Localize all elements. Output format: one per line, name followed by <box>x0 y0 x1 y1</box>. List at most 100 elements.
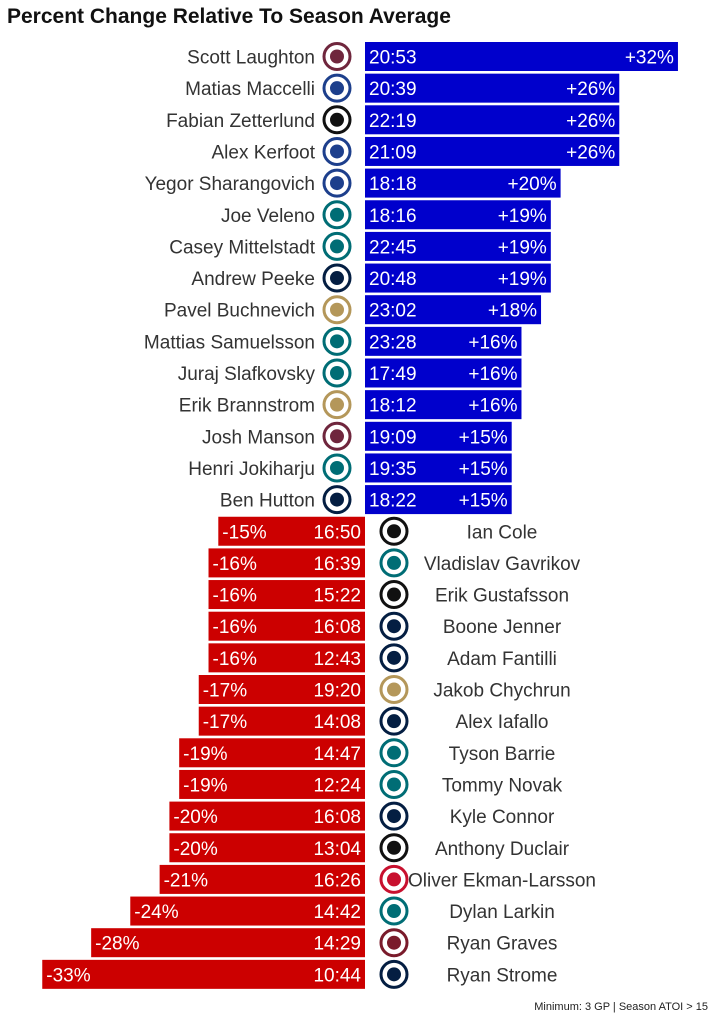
player-name: Alex Iafallo <box>456 712 549 733</box>
bar <box>130 896 365 926</box>
value-label: +19% <box>498 237 547 258</box>
blues-logo-mark <box>330 302 344 317</box>
bar <box>365 73 620 103</box>
toi-label: 18:12 <box>369 396 417 417</box>
value-label: -19% <box>183 775 227 796</box>
value-label: +18% <box>488 301 537 322</box>
player-name: Kyle Connor <box>450 807 555 828</box>
value-label: +15% <box>459 491 508 512</box>
bar <box>208 611 365 641</box>
bar <box>365 295 542 325</box>
bar <box>365 390 522 420</box>
bar <box>169 801 365 831</box>
player-name: Mattias Samuelsson <box>144 332 315 353</box>
player-name: Fabian Zetterlund <box>166 111 315 132</box>
ducks-logo-mark <box>387 967 401 982</box>
value-label: -20% <box>173 839 217 860</box>
toi-label: 12:24 <box>313 775 361 796</box>
player-name: Vladislav Gavrikov <box>424 554 581 575</box>
blue-jackets-logo-mark <box>330 271 344 286</box>
player-name: Andrew Peeke <box>191 269 315 290</box>
toi-label: 19:35 <box>369 459 417 480</box>
player-name: Ryan Graves <box>447 934 558 955</box>
flyers-logo-mark <box>330 49 344 64</box>
bar <box>159 864 365 894</box>
value-label: +15% <box>459 427 508 448</box>
player-name: Adam Fantilli <box>447 649 557 670</box>
value-label: -16% <box>213 617 257 638</box>
value-label: +15% <box>459 459 508 480</box>
value-label: +16% <box>468 396 517 417</box>
bar <box>365 136 620 166</box>
value-label: +26% <box>566 142 615 163</box>
blue-jackets-logo-mark <box>387 650 401 665</box>
penguins-logo-mark <box>387 935 401 950</box>
value-label: -21% <box>164 870 208 891</box>
player-name: Tyson Barrie <box>449 744 556 765</box>
toi-label: 19:09 <box>369 427 417 448</box>
bar <box>365 200 551 230</box>
golden-knights-logo-mark <box>330 492 344 507</box>
blue-jackets-logo-mark <box>387 619 401 634</box>
toi-label: 10:44 <box>313 965 361 986</box>
toi-label: 14:47 <box>313 744 361 765</box>
panthers-logo-mark <box>387 872 401 887</box>
player-name: Alex Kerfoot <box>212 142 316 163</box>
predators-logo-mark <box>387 777 401 792</box>
value-label: +32% <box>625 48 674 69</box>
bar <box>365 326 522 356</box>
value-label: +19% <box>498 206 547 227</box>
sabres-logo-mark <box>330 239 344 254</box>
bar <box>169 833 365 863</box>
toi-label: 22:19 <box>369 111 417 132</box>
toi-label: 20:53 <box>369 48 417 69</box>
player-name: Anthony Duclair <box>435 839 570 860</box>
value-label: -17% <box>203 681 247 702</box>
bar <box>365 421 512 451</box>
toi-label: 14:29 <box>313 934 361 955</box>
sharks-logo-mark <box>330 112 344 127</box>
bar <box>365 263 551 293</box>
bar <box>365 358 522 388</box>
avalanche-logo-mark <box>330 429 344 444</box>
chart-caption: Minimum: 3 GP | Season ATOI > 15 <box>534 1001 708 1013</box>
value-label: -20% <box>173 807 217 828</box>
value-label: -16% <box>213 554 257 575</box>
value-label: -33% <box>46 965 90 986</box>
value-label: -16% <box>213 586 257 607</box>
bar <box>365 42 678 71</box>
bar <box>365 105 620 135</box>
value-label: +16% <box>468 332 517 353</box>
toi-label: 16:26 <box>313 870 361 891</box>
value-label: +16% <box>468 364 517 385</box>
toi-label: 14:08 <box>313 712 361 733</box>
jets-logo-mark <box>387 714 401 729</box>
player-name: Pavel Buchnevich <box>164 301 315 322</box>
bar <box>198 675 365 704</box>
senators-logo-mark <box>330 397 344 412</box>
player-name: Yegor Sharangovich <box>145 174 315 195</box>
toi-label: 19:20 <box>313 681 361 702</box>
player-name: Jakob Chychrun <box>433 681 570 702</box>
toi-label: 16:08 <box>313 807 361 828</box>
player-name: Ben Hutton <box>220 491 315 512</box>
coyotes-logo-mark <box>330 144 344 159</box>
bar <box>365 168 561 198</box>
player-name: Ryan Strome <box>447 965 558 986</box>
toi-label: 23:28 <box>369 332 417 353</box>
toi-label: 16:39 <box>313 554 361 575</box>
value-label: -16% <box>213 649 257 670</box>
value-label: -24% <box>134 902 178 923</box>
toi-label: 16:50 <box>313 522 361 543</box>
bar <box>208 548 365 578</box>
player-name: Boone Jenner <box>443 617 562 638</box>
toi-label: 13:04 <box>313 839 361 860</box>
bar-chart: 20:53 +32% Scott Laughton 20:39 +26% Matias M… <box>42 42 678 989</box>
bar <box>208 643 365 673</box>
player-name: Erik Brannstrom <box>179 396 315 417</box>
jets-logo-mark <box>387 809 401 824</box>
sabres-logo-mark <box>330 460 344 475</box>
value-label: -28% <box>95 934 139 955</box>
toi-label: 20:48 <box>369 269 417 290</box>
player-name: Matias Maccelli <box>185 79 315 100</box>
